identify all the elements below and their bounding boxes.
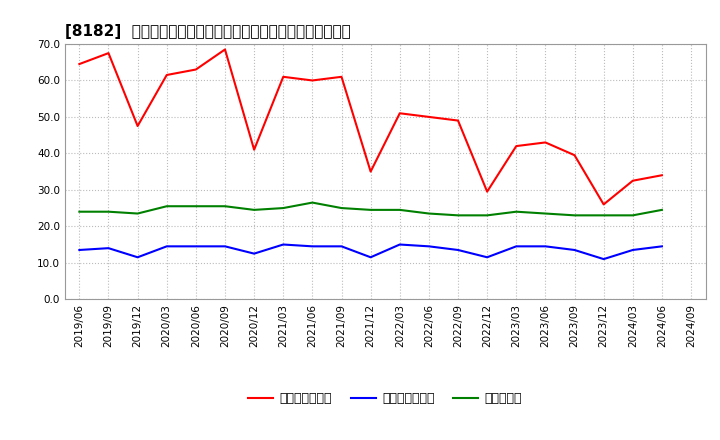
- 売上債権回転率: [657, 172, 666, 178]
- Line: 売上債権回転率: 売上債権回転率: [79, 49, 662, 205]
- 買入債務回転率: [133, 255, 142, 260]
- 売上債権回転率: [570, 153, 579, 158]
- 売上債権回転率: [366, 169, 375, 174]
- 買入債務回転率: [163, 244, 171, 249]
- 在庫回転率: [220, 204, 229, 209]
- 売上債権回転率: [192, 67, 200, 72]
- 在庫回転率: [337, 205, 346, 211]
- 売上債権回転率: [512, 143, 521, 149]
- 買入債務回転率: [220, 244, 229, 249]
- 売上債権回転率: [250, 147, 258, 152]
- 在庫回転率: [104, 209, 113, 214]
- 売上債権回転率: [279, 74, 287, 80]
- 在庫回転率: [395, 207, 404, 213]
- 在庫回転率: [454, 213, 462, 218]
- Line: 買入債務回転率: 買入債務回転率: [79, 245, 662, 259]
- 買入債務回転率: [250, 251, 258, 256]
- 買入債務回転率: [192, 244, 200, 249]
- 買入債務回転率: [104, 246, 113, 251]
- 買入債務回転率: [75, 247, 84, 253]
- 買入債務回転率: [337, 244, 346, 249]
- 売上債権回転率: [104, 51, 113, 56]
- Line: 在庫回転率: 在庫回転率: [79, 202, 662, 215]
- 売上債権回転率: [308, 78, 317, 83]
- 買入債務回転率: [279, 242, 287, 247]
- 売上債権回転率: [425, 114, 433, 120]
- 売上債権回転率: [337, 74, 346, 80]
- 在庫回転率: [570, 213, 579, 218]
- 買入債務回転率: [483, 255, 492, 260]
- 買入債務回転率: [512, 244, 521, 249]
- 在庫回転率: [599, 213, 608, 218]
- 売上債権回転率: [599, 202, 608, 207]
- 在庫回転率: [308, 200, 317, 205]
- 買入債務回転率: [599, 257, 608, 262]
- 売上債権回転率: [483, 189, 492, 194]
- 買入債務回転率: [308, 244, 317, 249]
- 買入債務回転率: [541, 244, 550, 249]
- 在庫回転率: [425, 211, 433, 216]
- 在庫回転率: [250, 207, 258, 213]
- 買入債務回転率: [454, 247, 462, 253]
- 買入債務回転率: [657, 244, 666, 249]
- 在庫回転率: [512, 209, 521, 214]
- 在庫回転率: [366, 207, 375, 213]
- 買入債務回転率: [366, 255, 375, 260]
- 在庫回転率: [541, 211, 550, 216]
- 売上債権回転率: [75, 62, 84, 67]
- 在庫回転率: [657, 207, 666, 213]
- 在庫回転率: [279, 205, 287, 211]
- 買入債務回転率: [395, 242, 404, 247]
- 在庫回転率: [629, 213, 637, 218]
- 売上債権回転率: [220, 47, 229, 52]
- 売上債権回転率: [454, 118, 462, 123]
- 在庫回転率: [483, 213, 492, 218]
- 買入債務回転率: [629, 247, 637, 253]
- 売上債権回転率: [395, 110, 404, 116]
- 在庫回転率: [75, 209, 84, 214]
- 売上債権回転率: [163, 72, 171, 77]
- 売上債権回転率: [133, 123, 142, 128]
- Legend: 売上債権回転率, 買入債務回転率, 在庫回転率: 売上債権回転率, 買入債務回転率, 在庫回転率: [243, 387, 527, 410]
- 在庫回転率: [192, 204, 200, 209]
- 売上債権回転率: [541, 140, 550, 145]
- 在庫回転率: [163, 204, 171, 209]
- 買入債務回転率: [570, 247, 579, 253]
- 買入債務回転率: [425, 244, 433, 249]
- Text: [8182]  売上債権回転率、買入債務回転率、在庫回転率の推移: [8182] 売上債権回転率、買入債務回転率、在庫回転率の推移: [65, 24, 351, 39]
- 売上債権回転率: [629, 178, 637, 183]
- 在庫回転率: [133, 211, 142, 216]
